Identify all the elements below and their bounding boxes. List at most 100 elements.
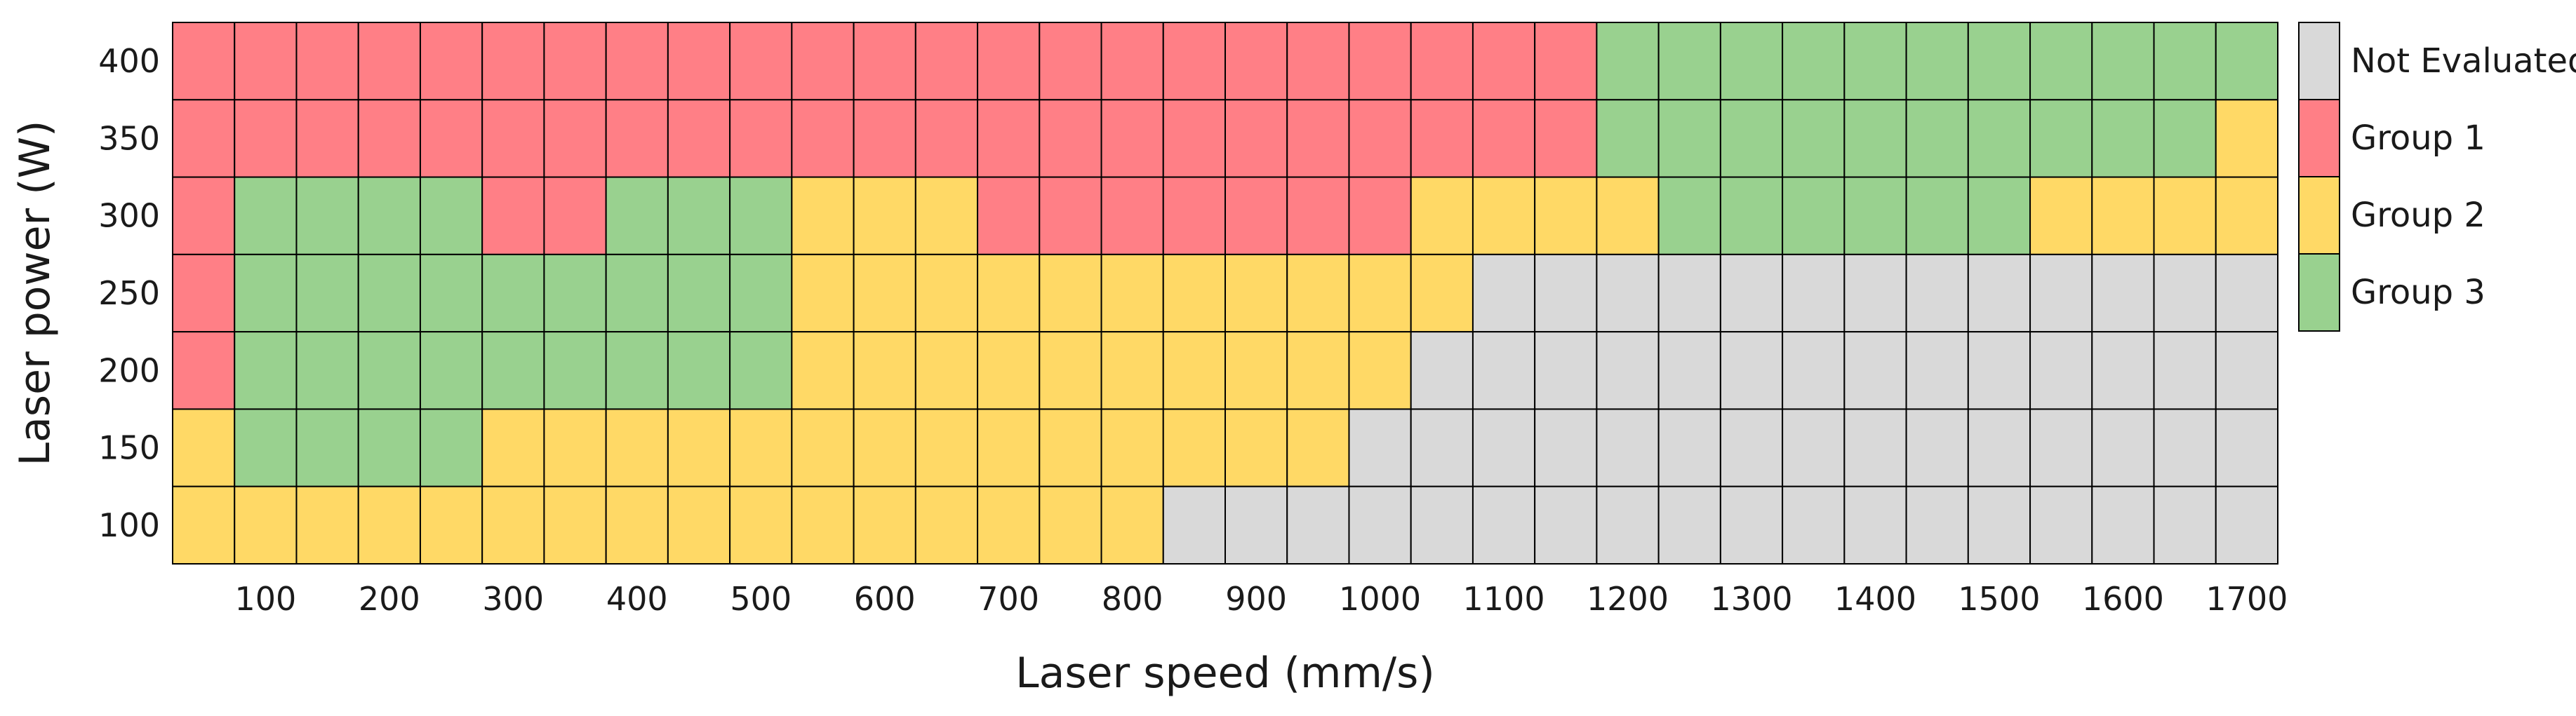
y-tick-label: 200	[98, 351, 160, 389]
heatmap-cell	[605, 22, 669, 101]
heatmap-cell	[1100, 485, 1164, 565]
heatmap-cell	[1410, 485, 1474, 565]
heatmap-cell	[1348, 331, 1412, 410]
x-tick-label: 1500	[1958, 580, 2040, 618]
heatmap-cell	[2153, 176, 2217, 255]
heatmap-cell	[419, 22, 483, 101]
heatmap-cell	[2091, 331, 2155, 410]
heatmap-cell	[1719, 331, 1784, 410]
heatmap-cell	[1348, 22, 1412, 101]
heatmap-cell	[914, 408, 979, 487]
heatmap-cell	[1039, 331, 1102, 410]
heatmap-cell	[2091, 485, 2155, 565]
heatmap-cell	[357, 485, 421, 565]
heatmap-cell	[234, 253, 298, 333]
y-tick-label: 400	[98, 42, 160, 80]
heatmap-cell	[1224, 99, 1288, 178]
heatmap-cell	[1224, 485, 1288, 565]
heatmap-cell	[1719, 408, 1784, 487]
x-tick-label: 400	[606, 580, 668, 618]
heatmap-cell	[914, 176, 979, 255]
heatmap-cell	[1039, 99, 1102, 178]
heatmap-cell	[1657, 331, 1721, 410]
heatmap-cell	[481, 408, 545, 487]
heatmap-cell	[481, 22, 545, 101]
heatmap-cell	[1657, 22, 1721, 101]
heatmap-cell	[1967, 485, 2031, 565]
heatmap-cell	[1100, 253, 1164, 333]
heatmap-cell	[1100, 99, 1164, 178]
heatmap-cell	[1348, 99, 1412, 178]
heatmap-cell	[977, 331, 1041, 410]
heatmap-cell	[729, 176, 793, 255]
heatmap-cell	[1224, 331, 1288, 410]
heatmap-cell	[172, 176, 236, 255]
heatmap-cell	[1843, 331, 1907, 410]
heatmap-cell	[853, 99, 916, 178]
x-tick-label: 600	[854, 580, 916, 618]
heatmap-cell	[2091, 253, 2155, 333]
heatmap-cell	[2091, 176, 2155, 255]
heatmap-cell	[1596, 22, 1660, 101]
y-tick-label: 250	[98, 274, 160, 312]
heatmap-cell	[419, 408, 483, 487]
heatmap-cell	[1286, 485, 1350, 565]
heatmap-cell	[1596, 331, 1660, 410]
heatmap-cell	[1782, 485, 1846, 565]
y-tick-label: 150	[98, 429, 160, 467]
heatmap-cell	[1039, 408, 1102, 487]
heatmap-cell	[1410, 22, 1474, 101]
heatmap-cell	[1348, 253, 1412, 333]
legend-label: Group 3	[2351, 273, 2485, 312]
heatmap-cell	[1967, 22, 2031, 101]
legend-swatch	[2298, 253, 2340, 332]
x-tick-label: 1000	[1339, 580, 1421, 618]
x-tick-label: 1300	[1710, 580, 1792, 618]
heatmap-cell	[1596, 485, 1660, 565]
heatmap-cell	[791, 176, 855, 255]
heatmap-cell	[1100, 408, 1164, 487]
y-axis-label: Laser power (W)	[11, 121, 60, 466]
heatmap-cell	[1534, 253, 1598, 333]
heatmap-cell	[419, 253, 483, 333]
heatmap-cell	[172, 408, 236, 487]
heatmap-cell	[172, 99, 236, 178]
heatmap-cell	[234, 485, 298, 565]
heatmap-cell	[605, 253, 669, 333]
heatmap-cell	[914, 99, 979, 178]
y-tick-label: 350	[98, 119, 160, 157]
heatmap-cell	[1657, 99, 1721, 178]
heatmap-cell	[1719, 253, 1784, 333]
heatmap-cell	[1719, 485, 1784, 565]
heatmap-cell	[2153, 99, 2217, 178]
heatmap-cell	[1224, 253, 1288, 333]
heatmap-cell	[2029, 22, 2093, 101]
heatmap-cell	[1782, 22, 1846, 101]
heatmap-cell	[543, 22, 607, 101]
x-axis-ticks: 100 200 300 400 500 600 700 800 900 1000 1100 1200 1…	[234, 580, 2288, 618]
heatmap-cell	[295, 485, 359, 565]
heatmap-cell	[1905, 253, 1969, 333]
heatmap-cell	[1534, 99, 1598, 178]
heatmap-cell	[1224, 22, 1288, 101]
heatmap-cell	[481, 176, 545, 255]
heatmap-cell	[1534, 331, 1598, 410]
heatmap-cell	[1967, 176, 2031, 255]
heatmap-cell	[234, 408, 298, 487]
heatmap-cell	[295, 99, 359, 178]
heatmap-cell	[1286, 176, 1350, 255]
legend-label: Not Evaluated	[2351, 41, 2576, 81]
heatmap-cell	[1596, 99, 1660, 178]
heatmap-cell	[419, 485, 483, 565]
heatmap-cell	[1410, 331, 1474, 410]
heatmap-cell	[2215, 253, 2279, 333]
heatmap-cell	[1534, 485, 1598, 565]
heatmap-cell	[791, 408, 855, 487]
heatmap-cell	[2029, 99, 2093, 178]
heatmap-cell	[543, 253, 607, 333]
heatmap-cell	[791, 22, 855, 101]
heatmap-cell	[1162, 331, 1227, 410]
heatmap-cell	[357, 176, 421, 255]
heatmap-cell	[357, 331, 421, 410]
heatmap-cell	[667, 99, 731, 178]
